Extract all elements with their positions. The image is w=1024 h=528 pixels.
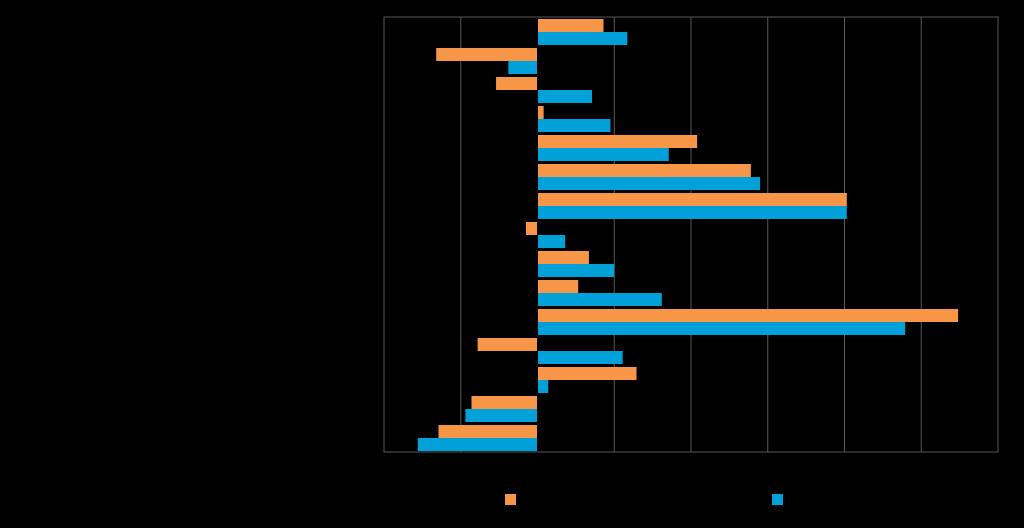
bar-series-2-row-6 (537, 177, 761, 190)
bar-series-2-row-12 (537, 351, 623, 364)
bar-series-1-row-5 (537, 135, 698, 148)
bar-series-2-row-13 (537, 380, 549, 393)
bar-series-1-row-13 (537, 367, 637, 380)
legend (505, 494, 783, 505)
bar-series-1-row-11 (537, 309, 959, 322)
legend-swatch-series-1 (505, 494, 516, 505)
bar-series-1-row-3 (496, 77, 538, 90)
bar-series-1-row-1 (537, 19, 604, 32)
bar-series-2-row-4 (537, 119, 611, 132)
bar-series-1-row-4 (537, 106, 544, 119)
bar-series-2-row-3 (537, 90, 592, 103)
bar-series-1-row-10 (537, 280, 579, 293)
plot-area-border (383, 16, 999, 453)
bar-series-2-row-2 (508, 61, 538, 74)
bar-series-2-row-1 (537, 32, 628, 45)
bar-series-1-row-12 (477, 338, 538, 351)
bar-series-2-row-8 (537, 235, 566, 248)
bar-series-1-row-14 (471, 396, 538, 409)
bar-series-1-row-7 (537, 193, 847, 206)
bar-series-2-row-10 (537, 293, 662, 306)
bar-series-2-row-11 (537, 322, 906, 335)
bar-series-2-row-7 (537, 206, 847, 219)
bars (417, 17, 959, 452)
bar-series-2-row-5 (537, 148, 669, 161)
bar-series-1-row-6 (537, 164, 751, 177)
bar-series-1-row-15 (438, 425, 538, 438)
bar-series-2-row-15 (417, 438, 538, 451)
bar-series-1-row-9 (537, 251, 589, 264)
legend-swatch-series-2 (772, 494, 783, 505)
bar-series-2-row-14 (465, 409, 538, 422)
bar-series-1-row-8 (525, 222, 538, 235)
bar-series-2-row-9 (537, 264, 615, 277)
bar-series-1-row-2 (436, 48, 538, 61)
